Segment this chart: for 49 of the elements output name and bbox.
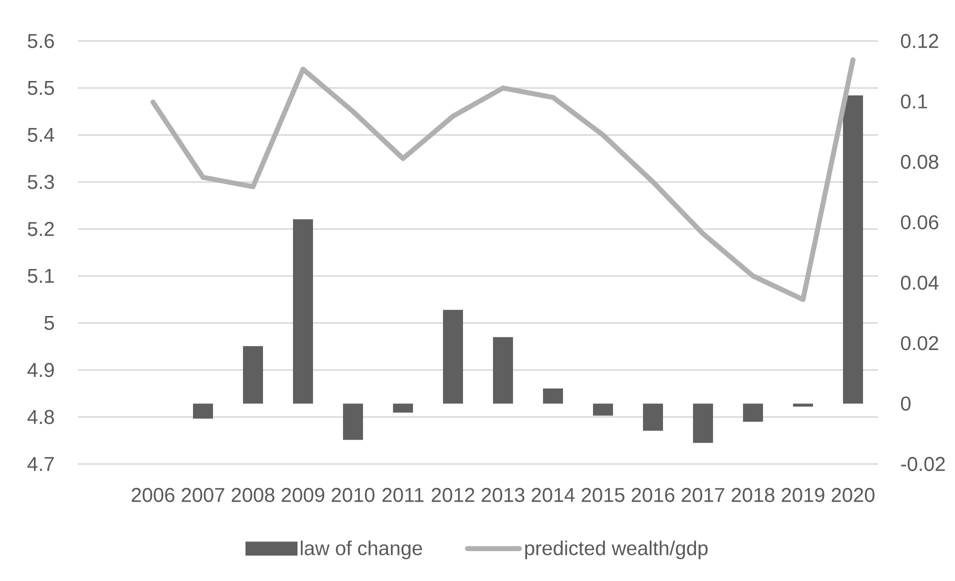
- x-tick-label: 2020: [832, 488, 874, 502]
- y2-tick-label: 0.06: [900, 215, 938, 230]
- y2-tick-label: -0.02: [901, 456, 945, 472]
- bar: [343, 404, 364, 440]
- bar: [393, 404, 414, 413]
- y2-tick-label: 0.04: [900, 276, 939, 290]
- x-tick-label: 2006: [132, 488, 174, 502]
- y-tick-label: 5.3: [28, 174, 54, 190]
- bar: [593, 404, 614, 416]
- x-tick-label: 2015: [582, 488, 624, 502]
- x-tick-label: 2011: [382, 488, 424, 502]
- y-tick-label: 5.6: [28, 34, 54, 48]
- x-tick-label: 2008: [232, 488, 274, 502]
- y-tick-label: 4.8: [27, 410, 54, 424]
- bar: [543, 388, 564, 404]
- x-tick-label: 2009: [282, 488, 324, 502]
- x-tick-label: 2010: [332, 488, 374, 502]
- y-tick-label: 5: [44, 316, 54, 330]
- y-tick-label: 5.5: [28, 81, 54, 95]
- x-tick-label: 2018: [732, 488, 774, 502]
- y2-tick-label: 0: [900, 396, 911, 411]
- bar: [443, 310, 464, 404]
- legend-label: law of change: [300, 540, 422, 560]
- x-tick-label: 2014: [532, 488, 575, 502]
- x-tick-label: 2019: [782, 488, 824, 502]
- bar: [693, 404, 714, 443]
- y2-tick-label: 0.1: [900, 94, 928, 108]
- y-tick-label: 5.1: [28, 269, 54, 283]
- y2-tick-label: 0.02: [900, 336, 938, 350]
- x-tick-label: 2016: [632, 488, 674, 502]
- x-tick-label: 2013: [482, 488, 524, 502]
- bar: [193, 404, 214, 419]
- bar: [793, 404, 814, 407]
- legend-label: predicted wealth/gdp: [525, 540, 708, 560]
- bar: [493, 337, 514, 404]
- bar: [743, 404, 764, 422]
- x-tick-label: 2017: [682, 488, 724, 502]
- y2-tick-label: 0.08: [900, 154, 938, 169]
- bar: [843, 95, 864, 404]
- y-tick-label: 5.4: [28, 128, 54, 142]
- x-tick-label: 2007: [182, 488, 224, 502]
- bar: [243, 346, 264, 404]
- y-tick-label: 4.7: [27, 457, 54, 471]
- y-tick-label: 4.9: [27, 362, 54, 378]
- bar: [643, 404, 664, 431]
- y2-tick-label: 0.12: [900, 34, 938, 48]
- x-tick-label: 2012: [432, 488, 474, 502]
- bar: [293, 219, 314, 404]
- y-tick-label: 5.2: [28, 222, 54, 236]
